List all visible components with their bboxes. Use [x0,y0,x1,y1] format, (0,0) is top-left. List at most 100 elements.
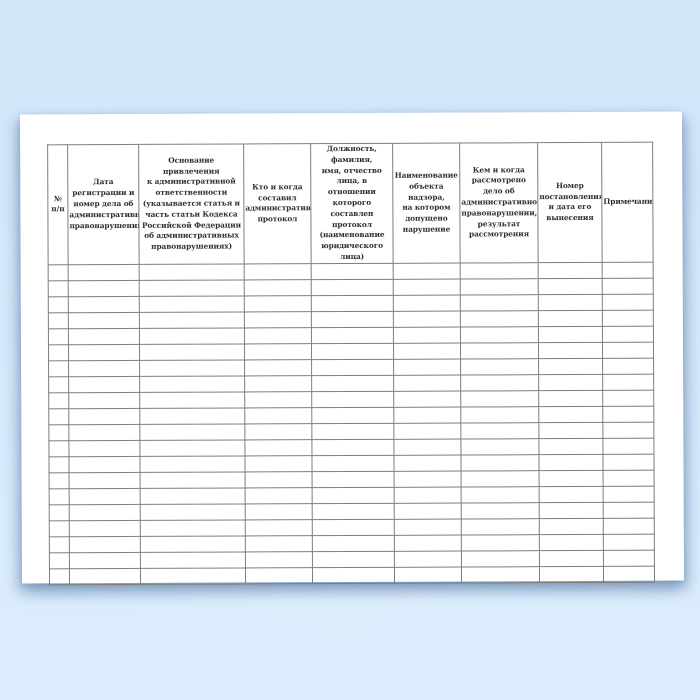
empty-cell [311,423,394,440]
empty-cell [139,391,245,409]
empty-cell [602,389,654,407]
empty-cell [394,550,462,568]
empty-cell [245,487,313,504]
empty-cell [393,342,461,360]
empty-cell [538,454,604,471]
empty-cell [244,279,312,296]
empty-cell [602,261,654,279]
empty-cell [393,278,461,296]
empty-cell [538,358,603,375]
empty-cell [244,455,313,472]
empty-cell [312,551,395,568]
empty-cell [538,422,603,439]
empty-cell [311,439,394,456]
empty-cell [244,327,312,344]
empty-cell [139,455,246,473]
empty-cell [245,567,313,584]
empty-cell [69,488,141,505]
empty-cell [49,472,70,489]
empty-cell [48,456,70,473]
col-header-registration-date: Дата регистрации и номер дела об админис… [67,144,140,265]
empty-cell [394,518,462,536]
empty-cell [538,342,603,359]
empty-cell [245,519,313,536]
empty-cell [602,309,654,327]
empty-cell [68,440,140,457]
empty-cell [539,550,604,567]
empty-cell [538,310,603,327]
empty-cell [603,549,655,567]
empty-cell [460,278,539,295]
empty-cell [48,360,69,377]
empty-cell [139,327,245,345]
empty-cell [139,375,245,393]
empty-cell [139,359,245,377]
empty-cell [311,375,394,392]
empty-cell [461,486,540,503]
empty-cell [602,277,654,295]
registration-journal-table: № п/п Дата регистрации и номер дела об а… [47,141,656,586]
empty-cell [311,295,394,312]
empty-cell [538,390,603,407]
empty-cell [244,311,312,328]
empty-cell [244,263,312,280]
empty-cell [68,264,140,281]
empty-cell [460,262,539,279]
empty-cell [603,533,655,551]
empty-cell [48,440,69,457]
empty-cell [393,390,461,408]
empty-cell [603,565,655,583]
empty-cell [461,470,540,487]
empty-cell [48,344,69,361]
empty-cell [68,328,140,345]
empty-cell [140,487,246,505]
table-body [48,261,655,585]
empty-cell [602,341,654,359]
empty-cell [538,294,603,311]
empty-cell [602,373,654,391]
empty-cell [312,535,395,552]
empty-cell [602,421,654,439]
empty-cell [460,342,539,359]
empty-cell [68,296,140,313]
empty-cell [460,454,540,471]
empty-cell [49,536,70,553]
empty-cell [393,438,461,456]
empty-cell [312,487,395,504]
empty-cell [244,439,312,456]
empty-cell [393,374,461,392]
empty-cell [602,325,654,343]
empty-cell [49,552,70,569]
empty-cell [538,278,603,295]
empty-cell [140,535,246,553]
empty-cell [140,519,246,537]
empty-cell [393,310,461,328]
empty-cell [48,328,69,345]
empty-cell [393,422,461,440]
empty-cell [68,280,140,297]
empty-cell [68,392,140,409]
empty-cell [538,374,603,391]
empty-cell [539,518,604,535]
empty-cell [539,502,604,519]
empty-cell [394,486,462,504]
col-header-person: Должность, фамилия, имя, отчество лица, … [310,143,394,264]
empty-cell [68,312,140,329]
empty-cell [460,374,539,391]
empty-cell [461,518,540,535]
empty-cell [139,407,245,425]
col-header-protocol-author: Кто и когда составил административный пр… [243,143,312,264]
empty-cell [539,470,604,487]
empty-cell [460,422,539,439]
empty-cell [244,423,312,440]
empty-cell [68,456,141,473]
empty-cell [460,406,539,423]
empty-cell [244,375,312,392]
empty-cell [48,280,69,297]
empty-cell [139,439,245,457]
empty-cell [69,504,141,521]
empty-cell [538,406,603,423]
empty-cell [140,471,246,489]
col-header-object: Наименование объекта надзора, на котором… [392,143,461,264]
empty-cell [48,376,69,393]
